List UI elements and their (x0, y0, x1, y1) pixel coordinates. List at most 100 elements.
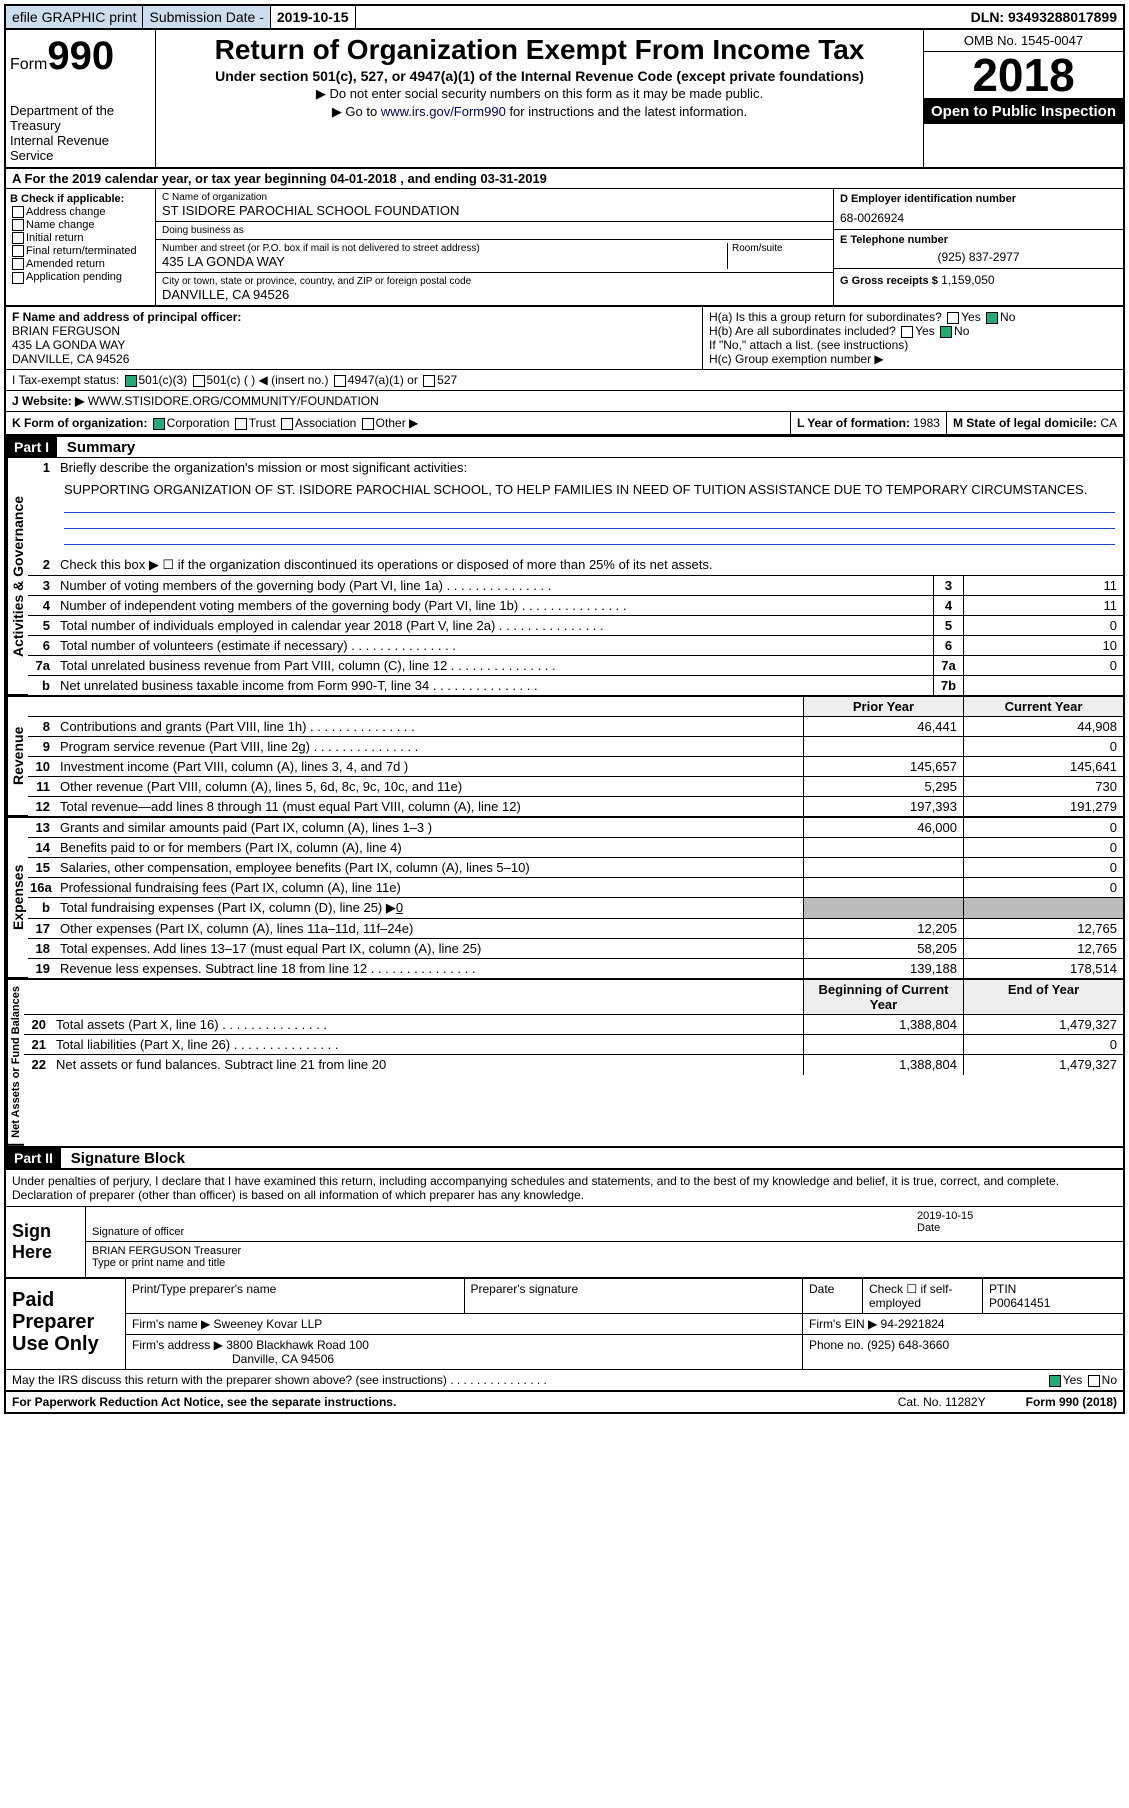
firm-phone: (925) 648-3660 (867, 1338, 949, 1352)
p11: 5,295 (803, 777, 963, 796)
pra-notice: For Paperwork Reduction Act Notice, see … (12, 1395, 396, 1409)
p15 (803, 858, 963, 877)
check-initial[interactable]: Initial return (10, 232, 151, 244)
p13: 46,000 (803, 818, 963, 837)
line14: Benefits paid to or for members (Part IX… (56, 838, 803, 857)
line3: Number of voting members of the governin… (56, 576, 933, 595)
v7a: 0 (963, 656, 1123, 675)
check-4947[interactable] (334, 375, 346, 387)
line8: Contributions and grants (Part VIII, lin… (56, 717, 803, 736)
check-amended[interactable]: Amended return (10, 258, 151, 270)
row-k: K Form of organization: Corporation Trus… (6, 412, 1123, 436)
check-assoc[interactable] (281, 418, 293, 430)
declaration: Under penalties of perjury, I declare th… (6, 1168, 1123, 1206)
l-label: L Year of formation: (797, 416, 910, 430)
opt-assoc: Association (295, 416, 356, 430)
line9: Program service revenue (Part VIII, line… (56, 737, 803, 756)
header-right: OMB No. 1545-0047 2018 Open to Public In… (923, 30, 1123, 167)
efile-label[interactable]: efile GRAPHIC print (6, 6, 143, 28)
p14 (803, 838, 963, 857)
line13: Grants and similar amounts paid (Part IX… (56, 818, 803, 837)
check-final[interactable]: Final return/terminated (10, 245, 151, 257)
ptin-label: PTIN (989, 1282, 1117, 1296)
part1-title: Summary (61, 436, 141, 459)
room-label: Room/suite (732, 243, 827, 254)
firm-addr-cell: Firm's address ▶ 3800 Blackhawk Road 100… (126, 1335, 803, 1369)
v5: 0 (963, 616, 1123, 635)
check-address[interactable]: Address change (10, 206, 151, 218)
p12: 197,393 (803, 797, 963, 816)
activities-governance-section: Activities & Governance 1 Briefly descri… (6, 457, 1123, 696)
check-corp[interactable] (153, 418, 165, 430)
officer-block: F Name and address of principal officer:… (6, 307, 703, 369)
irs-link[interactable]: www.irs.gov/Form990 (381, 104, 506, 119)
col-d: D Employer identification number 68-0026… (833, 189, 1123, 305)
p16a (803, 878, 963, 897)
line18: Total expenses. Add lines 13–17 (must eq… (56, 939, 803, 958)
current-year-hdr: Current Year (963, 697, 1123, 716)
paid-preparer-block: Paid Preparer Use Only Print/Type prepar… (6, 1277, 1123, 1369)
l-year: L Year of formation: 1983 (790, 412, 946, 434)
c22: 1,479,327 (963, 1055, 1123, 1075)
opt-corp: Corporation (167, 416, 230, 430)
sig-date: 2019-10-15 (917, 1210, 1117, 1222)
sig-date-label: Date (917, 1222, 1117, 1234)
line2: Check this box ▶ ☐ if the organization d… (56, 555, 1123, 575)
v6: 10 (963, 636, 1123, 655)
prep-row-3: Firm's address ▶ 3800 Blackhawk Road 100… (126, 1335, 1123, 1369)
org-name-row: C Name of organization ST ISIDORE PAROCH… (156, 189, 833, 222)
ein-row: D Employer identification number 68-0026… (834, 189, 1123, 230)
opt-4947: 4947(a)(1) or (348, 373, 418, 387)
check-application[interactable]: Application pending (10, 271, 151, 283)
gross-row: G Gross receipts $ 1,159,050 (834, 269, 1123, 291)
address-row: Number and street (or P.O. box if mail i… (156, 240, 833, 273)
check-discuss-no[interactable] (1088, 1375, 1100, 1387)
header-left: Form990 Department of the Treasury Inter… (6, 30, 156, 167)
check-527[interactable] (423, 375, 435, 387)
firm-name: Sweeney Kovar LLP (214, 1317, 323, 1331)
gross-value: 1,159,050 (941, 273, 994, 287)
check-other[interactable] (362, 418, 374, 430)
gross-label: G Gross receipts $ (840, 275, 938, 287)
firm-ein-cell: Firm's EIN ▶ 94-2921824 (803, 1314, 1123, 1334)
line4: Number of independent voting members of … (56, 596, 933, 615)
prep-name-label: Print/Type preparer's name (126, 1279, 465, 1313)
bcy-hdr: Beginning of Current Year (803, 980, 963, 1014)
expenses-section: Expenses 13Grants and similar amounts pa… (6, 817, 1123, 979)
c12: 191,279 (963, 797, 1123, 816)
prep-row-2: Firm's name ▶ Sweeney Kovar LLP Firm's E… (126, 1314, 1123, 1335)
check-501c3[interactable] (125, 375, 137, 387)
period-line: A For the 2019 calendar year, or tax yea… (6, 169, 1123, 189)
firm-addr1: 3800 Blackhawk Road 100 (226, 1338, 369, 1352)
c8: 44,908 (963, 717, 1123, 736)
part1-label: Part I (6, 437, 57, 457)
firm-addr2: Danville, CA 94506 (132, 1352, 796, 1366)
c17: 12,765 (963, 919, 1123, 938)
col-b-checks: B Check if applicable: Address change Na… (6, 189, 156, 305)
addr-value: 435 LA GONDA WAY (162, 254, 727, 269)
check-trust[interactable] (235, 418, 247, 430)
tax-year: 2018 (924, 52, 1123, 99)
tax-label: I Tax-exempt status: (12, 373, 119, 387)
check-discuss-yes[interactable] (1049, 1375, 1061, 1387)
line16a: Professional fundraising fees (Part IX, … (56, 878, 803, 897)
goto-prefix: ▶ Go to (332, 104, 381, 119)
hb2-row: If "No," attach a list. (see instruction… (709, 338, 1117, 352)
opt-501c: 501(c) ( ) ◀ (insert no.) (207, 373, 329, 387)
v4: 11 (963, 596, 1123, 615)
website-label: J Website: ▶ (12, 394, 84, 408)
l-value: 1983 (913, 416, 940, 430)
c11: 730 (963, 777, 1123, 796)
c16a: 0 (963, 878, 1123, 897)
subtitle-3: ▶ Go to www.irs.gov/Form990 for instruct… (164, 104, 915, 120)
line21: Total liabilities (Part X, line 26) (52, 1035, 803, 1054)
dba-row: Doing business as (156, 222, 833, 240)
dba-label: Doing business as (162, 225, 827, 236)
prep-se-label: Check ☐ if self-employed (863, 1279, 983, 1313)
open-inspection: Open to Public Inspection (924, 99, 1123, 124)
check-501c[interactable] (193, 375, 205, 387)
check-name[interactable]: Name change (10, 219, 151, 231)
discuss-checks: Yes No (1047, 1373, 1117, 1387)
tax-status-row: I Tax-exempt status: 501(c)(3) 501(c) ( … (6, 370, 1123, 391)
line19: Revenue less expenses. Subtract line 18 … (56, 959, 803, 978)
